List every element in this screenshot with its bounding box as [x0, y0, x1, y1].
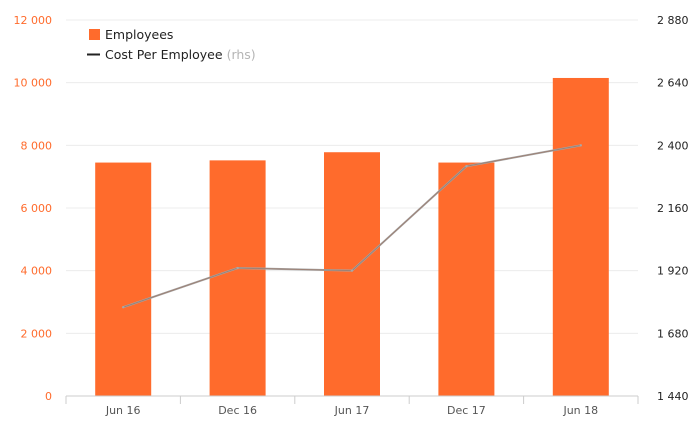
right-tick-label-2: 1 920 — [657, 265, 689, 278]
x-tick-label-2: Jun 17 — [334, 404, 370, 417]
bar-series-employees — [95, 77, 609, 396]
legend-label-cost-text: Cost Per Employee — [105, 47, 223, 62]
left-tick-label-2: 4 000 — [21, 265, 53, 278]
bar-1 — [209, 160, 266, 396]
line-point-1 — [236, 266, 239, 270]
right-tick-label-0: 1 440 — [657, 390, 689, 403]
right-tick-label-3: 2 160 — [657, 202, 689, 215]
left-tick-label-1: 2 000 — [21, 327, 53, 340]
x-tick-label-4: Jun 18 — [562, 404, 598, 417]
line-point-2 — [350, 269, 354, 272]
legend-label-cost-suffix: (rhs) — [227, 47, 256, 62]
left-tick-label-5: 10 000 — [14, 77, 53, 90]
bar-2 — [324, 152, 380, 396]
x-tick-label-0: Jun 16 — [105, 404, 141, 417]
right-tick-label-6: 2 880 — [657, 14, 689, 27]
left-axis-ticks: 0 2 000 4 000 6 000 8 000 10 000 12 000 — [14, 14, 53, 403]
legend-swatch-cost — [87, 53, 100, 56]
line-series-cost-per-employee — [122, 144, 582, 309]
x-tick-label-3: Dec 17 — [447, 404, 486, 417]
right-axis-ticks: 1 440 1 680 1 920 2 160 2 400 2 640 2 880 — [657, 14, 689, 403]
x-tick-label-1: Dec 16 — [218, 404, 257, 417]
bar-4 — [552, 77, 609, 396]
bar-3 — [438, 162, 495, 396]
legend-swatch-employees — [89, 29, 100, 40]
line-point-0 — [122, 306, 125, 309]
bar-0 — [95, 162, 152, 396]
line-point-3 — [465, 165, 468, 168]
right-tick-label-1: 1 680 — [657, 327, 689, 340]
left-tick-label-4: 8 000 — [21, 139, 53, 152]
legend-label-cost[interactable]: Cost Per Employee (rhs) — [105, 47, 256, 62]
right-tick-label-4: 2 400 — [657, 139, 689, 152]
x-axis-ticks: Jun 16 Dec 16 Jun 17 Dec 17 Jun 18 — [105, 404, 598, 417]
axes — [65, 395, 639, 404]
legend-label-employees[interactable]: Employees — [105, 27, 173, 42]
left-tick-label-6: 12 000 — [14, 14, 53, 27]
legend[interactable]: Employees Cost Per Employee (rhs) — [87, 27, 256, 62]
left-tick-label-0: 0 — [45, 390, 52, 403]
right-tick-label-5: 2 640 — [657, 77, 689, 90]
left-tick-label-3: 6 000 — [21, 202, 53, 215]
line-point-4 — [579, 144, 582, 147]
